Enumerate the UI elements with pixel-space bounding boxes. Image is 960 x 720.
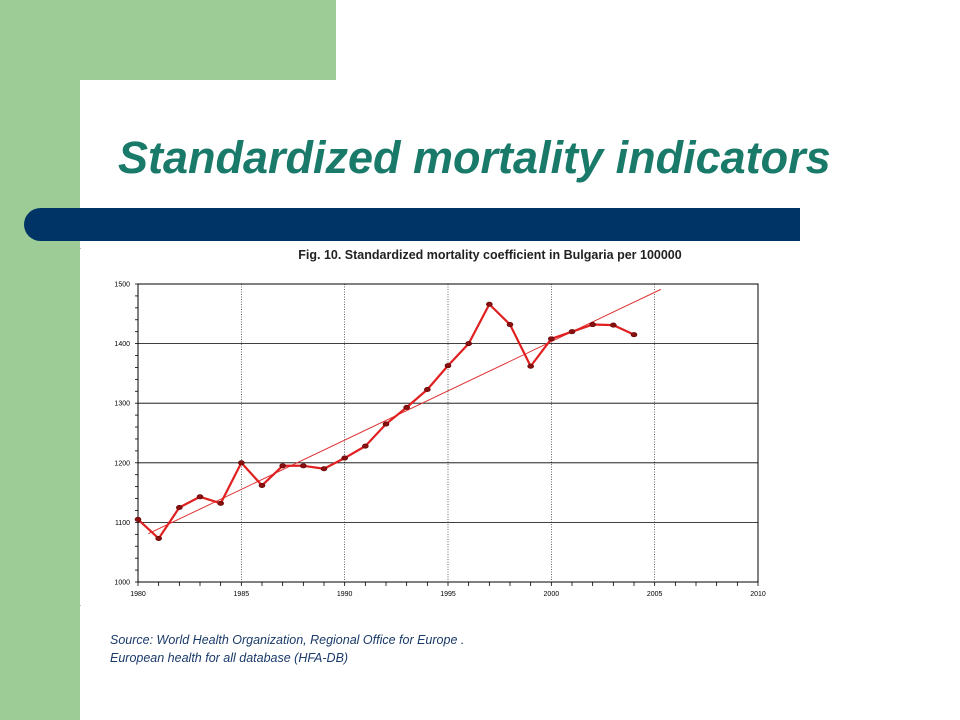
data-point [176,505,183,511]
data-point [589,322,596,328]
x-tick-label: 2010 [750,591,766,598]
x-tick-label: 1980 [130,591,146,598]
data-point [134,516,142,522]
data-point [486,301,493,307]
x-tick-label: 2000 [544,591,560,598]
data-point [403,404,410,410]
data-point [527,363,534,369]
data-point [217,500,224,506]
data-point [279,463,286,469]
data-point [548,336,555,342]
mortality-line-chart: 1000 1100 1200 1300 1400 1500 1980 1985 1990 1995… [114,282,766,599]
x-tick-label: 2005 [647,591,663,598]
slide-title: Standardized mortality indicators [118,132,831,183]
data-point [362,443,369,449]
x-tick-label: 1995 [440,591,456,598]
y-tick-label: 1100 [115,520,130,527]
chart-frame-line [57,248,81,606]
data-point [341,455,348,461]
data-point [196,494,204,500]
data-point [610,322,617,328]
trend-line [148,288,662,535]
x-tick-label: 1985 [234,591,250,598]
y-tick-label: 1500 [114,282,130,289]
source-line-1: Source: World Health Organization, Regio… [110,633,465,647]
data-point [506,322,514,328]
data-point [300,463,307,469]
title-underline-bar [24,208,800,241]
data-point [630,332,638,338]
y-tick-label: 1300 [114,401,130,408]
data-point [568,329,576,335]
y-tick-label: 1000 [114,580,130,587]
source-note: Source: World Health Organization, Regio… [110,631,464,667]
data-point [320,466,328,472]
background-green-strip [0,0,80,720]
data-point [444,363,452,369]
data-point [155,535,162,541]
data-point [465,341,472,347]
chart-title: Fig. 10. Standardized mortality coeffici… [298,248,682,262]
source-line-2: European health for all database (HFA-DB… [110,651,349,665]
y-tick-label: 1200 [114,460,130,467]
data-point [424,386,431,392]
data-point [238,460,245,466]
content-panel [80,80,960,720]
data-point [382,421,390,427]
y-tick-label: 1400 [114,341,130,348]
background-green-top [0,0,336,80]
data-point [258,482,266,488]
x-tick-label: 1990 [337,591,353,598]
